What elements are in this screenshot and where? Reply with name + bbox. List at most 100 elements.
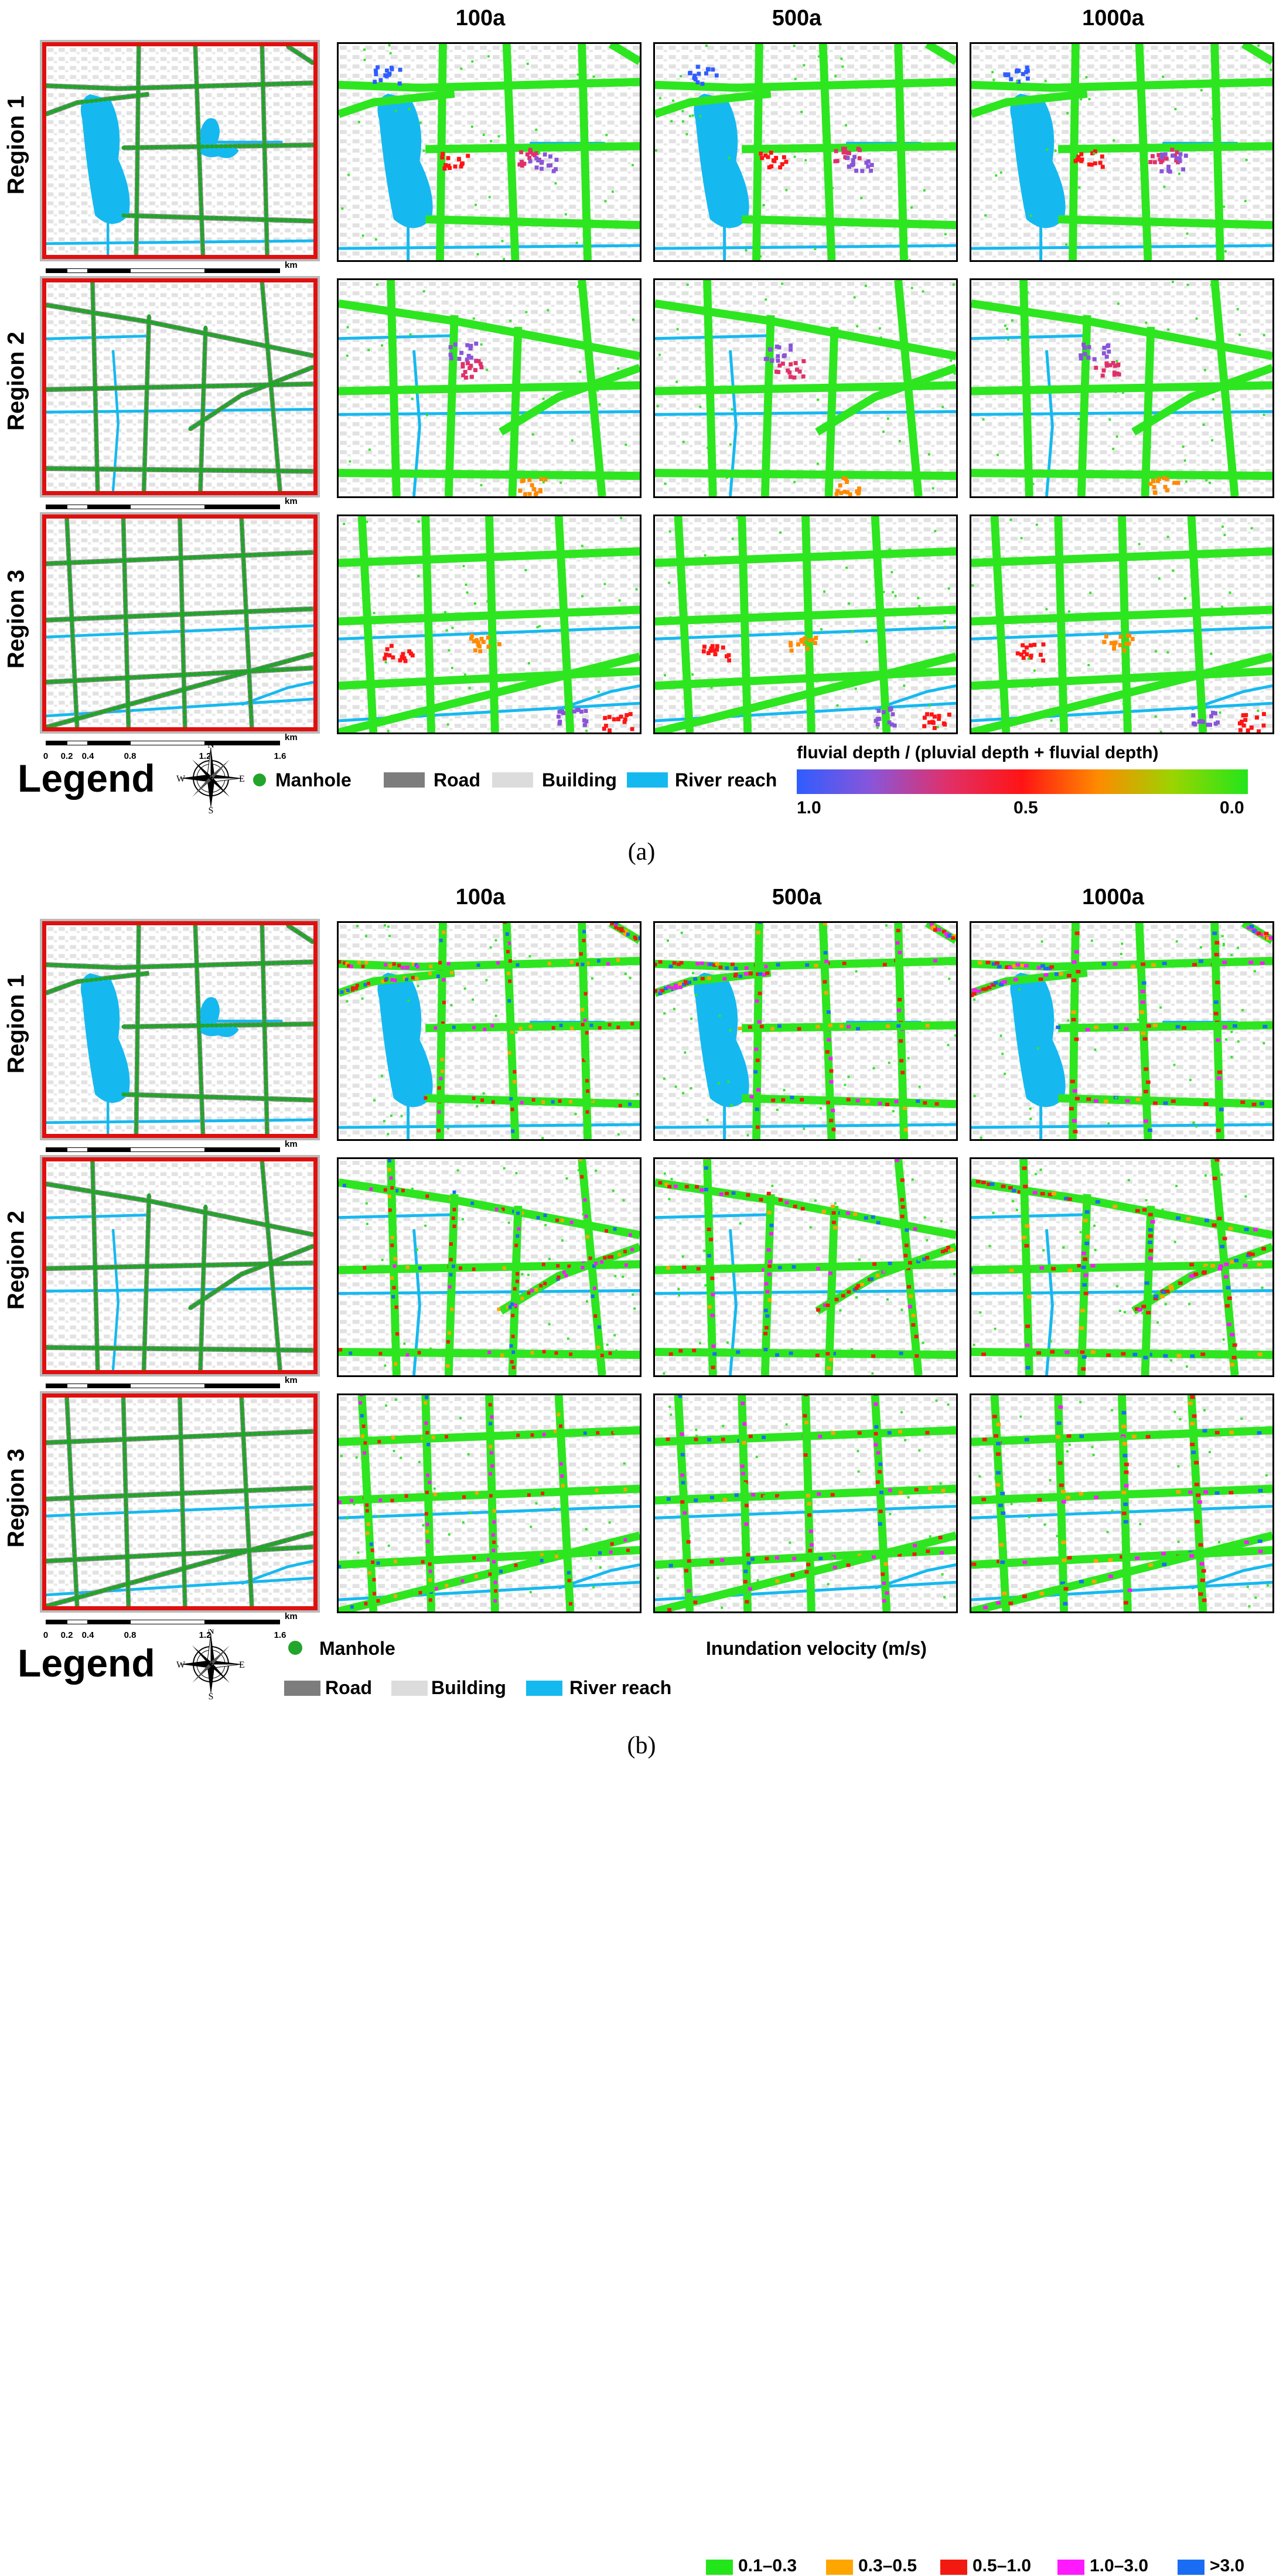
scale-unit: km	[285, 1375, 298, 1385]
velocity-swatch-2	[826, 2560, 853, 2575]
scale-seg	[46, 1620, 67, 1624]
scale-tick: 1.6	[274, 1630, 286, 1640]
gradient-title: fluvial depth / (pluvial depth + fluvial…	[797, 743, 1159, 763]
panel-a: 100a 500a 1000a Region 1 Region 2 Region…	[0, 0, 1283, 879]
compass-rose-icon: N S W E	[176, 743, 246, 813]
velocity-label-3: 0.5–1.0	[973, 2556, 1031, 2576]
building-legend-swatch	[492, 772, 533, 788]
river-legend-swatch	[627, 772, 668, 788]
row-label-region3-b: Region 3	[4, 1410, 30, 1586]
flood-map-svg	[339, 1395, 640, 1611]
scale-seg	[88, 268, 130, 273]
flood-map-r1-c2	[653, 921, 958, 1141]
scale-seg	[46, 268, 67, 273]
flood-map-svg	[971, 280, 1272, 496]
flood-map-svg	[971, 516, 1272, 732]
scale-tick: 1.6	[274, 751, 286, 761]
scale-seg	[88, 505, 130, 509]
scale-unit: km	[285, 732, 298, 742]
velocity-label-4: 1.0–3.0	[1090, 2556, 1148, 2576]
road-legend-swatch	[384, 772, 425, 788]
flood-map-svg	[971, 1395, 1272, 1611]
scale-seg	[88, 741, 130, 745]
compass-s: S	[209, 806, 214, 813]
scale-tick: 0.2	[61, 1630, 73, 1640]
scale-seg	[130, 505, 205, 509]
flood-map-svg	[971, 1159, 1272, 1375]
col-header-1000a-b: 1000a	[961, 885, 1265, 910]
col-header-1000a-a: 1000a	[961, 6, 1265, 31]
compass-s: S	[209, 1692, 214, 1699]
flood-map-r3-c3	[970, 1393, 1274, 1613]
col-header-100a-a: 100a	[328, 6, 633, 31]
legend-river-label-b: River reach	[569, 1677, 671, 1699]
scale-tick: 0	[43, 1630, 48, 1640]
river-legend-swatch	[526, 1681, 562, 1696]
scale-unit: km	[285, 260, 298, 270]
depth-ratio-gradient-bar	[797, 769, 1248, 794]
flood-map-r2-c2	[653, 1157, 958, 1377]
legend-road-label-b: Road	[325, 1677, 372, 1699]
scale-seg	[67, 1147, 88, 1152]
caption-b: (b)	[583, 1732, 700, 1760]
flood-map-r2-c1	[337, 1157, 642, 1377]
flood-map-svg	[655, 516, 956, 732]
flood-map-svg	[339, 280, 640, 496]
road-legend-swatch	[284, 1681, 320, 1696]
compass-w: W	[176, 774, 186, 784]
legend-road-label-a: Road	[434, 769, 480, 791]
reference-map-region-2	[42, 278, 318, 495]
row-label-region2-a: Region 2	[4, 294, 30, 469]
flood-map-r1-c3	[970, 921, 1274, 1141]
caption-a: (a)	[583, 838, 700, 866]
flood-map-r1-c3	[970, 42, 1274, 262]
col-header-100a-b: 100a	[328, 885, 633, 910]
scale-seg	[205, 505, 280, 509]
reference-map-svg	[46, 925, 313, 1134]
legend-building-label-b: Building	[431, 1677, 506, 1699]
scale-seg	[67, 1620, 88, 1624]
scale-seg	[205, 1384, 280, 1388]
flood-map-r3-c2	[653, 514, 958, 734]
scale-tick: 0.8	[124, 1630, 137, 1640]
panel-b: 100a 500a 1000a Region 1 Region 2 Region…	[0, 879, 1283, 1769]
gradient-tick-1: 1.0	[797, 798, 821, 818]
reference-map-svg	[46, 1161, 313, 1370]
flood-map-r2-c1	[337, 278, 642, 498]
scale-seg	[88, 1620, 130, 1624]
scale-tick: 0.4	[82, 1630, 94, 1640]
scale-seg	[130, 1384, 205, 1388]
flood-map-svg	[339, 923, 640, 1139]
compass-n: N	[207, 743, 214, 750]
flood-map-svg	[655, 1159, 956, 1375]
flood-map-svg	[339, 1159, 640, 1375]
scale-seg	[46, 1384, 67, 1388]
compass-e: E	[239, 774, 245, 784]
col-header-500a-b: 500a	[644, 885, 949, 910]
reference-map-svg	[46, 1398, 313, 1606]
row-label-region1-b: Region 1	[4, 936, 30, 1112]
velocity-label-5: >3.0	[1210, 2556, 1244, 2576]
reference-map-svg	[46, 282, 313, 491]
row-label-region2-b: Region 2	[4, 1173, 30, 1348]
flood-map-r2-c3	[970, 278, 1274, 498]
reference-map-svg	[46, 519, 313, 727]
reference-map-region-3	[42, 514, 318, 731]
scale-seg	[46, 1147, 67, 1152]
legend-building-label-a: Building	[542, 769, 617, 791]
reference-map-svg	[46, 46, 313, 255]
velocity-label-2: 0.3–0.5	[858, 2556, 917, 2576]
gradient-tick-0: 0.0	[1220, 798, 1244, 818]
reference-map-region-1	[42, 921, 318, 1138]
flood-map-svg	[655, 923, 956, 1139]
scale-seg	[67, 505, 88, 509]
scale-unit: km	[285, 1139, 298, 1149]
flood-map-r2-c3	[970, 1157, 1274, 1377]
velocity-label-1: 0.1–0.3	[738, 2556, 797, 2576]
flood-map-svg	[339, 44, 640, 260]
flood-map-svg	[655, 1395, 956, 1611]
flood-map-r1-c1	[337, 42, 642, 262]
flood-map-r1-c1	[337, 921, 642, 1141]
legend-manhole-label-b: Manhole	[319, 1638, 395, 1660]
flood-map-svg	[971, 923, 1272, 1139]
